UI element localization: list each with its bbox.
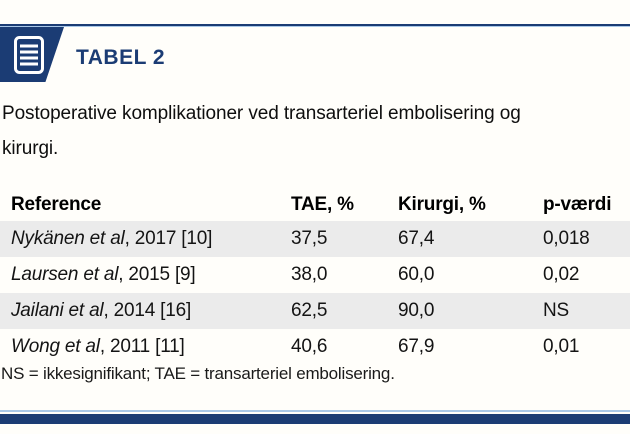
column-header-tae: TAE, % bbox=[291, 193, 354, 215]
bottom-bar-navy bbox=[0, 414, 630, 424]
tae-cell: 62,5 bbox=[291, 300, 328, 321]
tae-cell: 38,0 bbox=[291, 264, 328, 285]
column-header-kirurgi: Kirurgi, % bbox=[398, 193, 486, 215]
reference-cell: Laursen et al, 2015 [9] bbox=[0, 264, 291, 286]
tae-cell: 40,6 bbox=[291, 336, 328, 357]
kirurgi-cell: 60,0 bbox=[398, 264, 435, 285]
top-divider-navy bbox=[0, 24, 630, 26]
bottom-divider-lightblue bbox=[0, 410, 630, 412]
reference-cell: Wong et al, 2011 [11] bbox=[0, 336, 291, 358]
reference-year: , 2017 [10] bbox=[124, 228, 213, 249]
table-row: Nykänen et al, 2017 [10] 37,5 67,4 0,018 bbox=[0, 221, 630, 257]
table-header-row: Reference TAE, % Kirurgi, % p-værdi bbox=[0, 188, 630, 221]
reference-authors: Laursen et al bbox=[11, 264, 119, 285]
reference-cell: Nykänen et al, 2017 [10] bbox=[0, 228, 291, 250]
pvaerdi-cell: NS bbox=[543, 300, 569, 321]
pvaerdi-cell: 0,02 bbox=[543, 264, 580, 285]
reference-authors: Jailani et al bbox=[11, 300, 104, 321]
reference-year: , 2011 [11] bbox=[99, 336, 185, 357]
top-divider-lightblue bbox=[0, 26, 630, 27]
reference-cell: Jailani et al, 2014 [16] bbox=[0, 300, 291, 322]
figure-title-line2: kirurgi. bbox=[2, 138, 59, 159]
table-row: Laursen et al, 2015 [9] 38,0 60,0 0,02 bbox=[0, 257, 630, 293]
column-header-reference: Reference bbox=[11, 193, 102, 215]
reference-year: , 2015 [9] bbox=[118, 264, 196, 285]
table-footnote: NS = ikkesignifikant; TAE = transarterie… bbox=[1, 364, 395, 383]
figure-title-line1: Postoperative komplikationer ved transar… bbox=[2, 103, 521, 124]
tabel-badge bbox=[0, 27, 64, 82]
column-header-pvaerdi: p-værdi bbox=[543, 193, 612, 215]
pvaerdi-cell: 0,01 bbox=[543, 336, 580, 357]
reference-authors: Nykänen et al bbox=[11, 228, 125, 249]
tae-cell: 37,5 bbox=[291, 228, 328, 249]
data-table: Reference TAE, % Kirurgi, % p-værdi Nykä… bbox=[0, 188, 630, 365]
kirurgi-cell: 67,9 bbox=[398, 336, 435, 357]
pvaerdi-cell: 0,018 bbox=[543, 228, 590, 249]
reference-authors: Wong et al bbox=[11, 336, 100, 357]
table-row: Jailani et al, 2014 [16] 62,5 90,0 NS bbox=[0, 293, 630, 329]
reference-year: , 2014 [16] bbox=[103, 300, 192, 321]
figure-title: Postoperative komplikationer ved transar… bbox=[2, 96, 622, 166]
kirurgi-cell: 90,0 bbox=[398, 300, 435, 321]
table-row: Wong et al, 2011 [11] 40,6 67,9 0,01 bbox=[0, 329, 630, 365]
tabel-badge-label: TABEL 2 bbox=[76, 46, 166, 69]
kirurgi-cell: 67,4 bbox=[398, 228, 435, 249]
